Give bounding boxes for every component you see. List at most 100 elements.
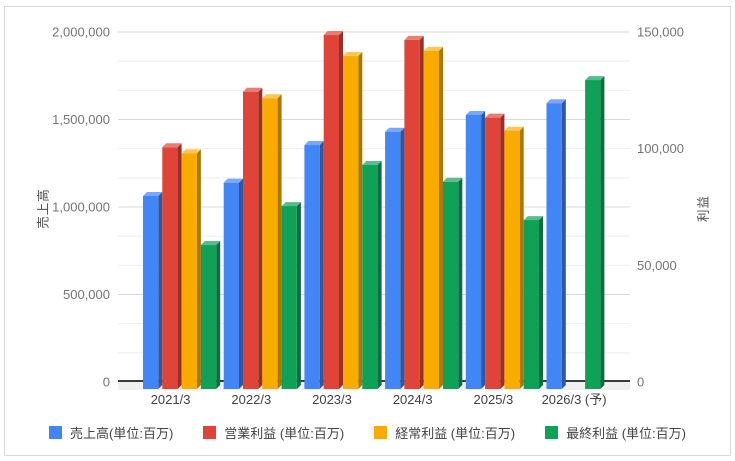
bar-top-face [162,143,182,148]
bar-side-face [196,149,201,389]
bar[interactable] [262,94,282,390]
bar-top-face [504,126,524,131]
bar[interactable] [465,110,486,389]
x-axis-label: 2026/3 (予) [542,392,607,407]
bar-side-face [277,94,282,390]
bar[interactable] [443,177,463,389]
bar[interactable] [162,143,182,389]
legend-swatch [545,425,559,439]
bar-top-face [523,216,543,221]
bar[interactable] [343,52,363,390]
bar[interactable] [404,35,424,389]
bar[interactable] [546,99,566,389]
bar-top-face [385,127,405,132]
bar-front-face [423,50,439,390]
bar[interactable] [181,149,201,389]
bar[interactable] [523,216,543,389]
legend-swatch [374,425,388,439]
legend: 売上高(単位:百万) 営業利益 (単位:百万) 経常利益 (単位:百万) 最終利益 (… [10,419,725,445]
bar-top-face [223,178,243,183]
legend-item[interactable]: 売上高(単位:百万) [49,423,173,442]
bar[interactable] [200,241,221,389]
bar-side-face [239,178,243,389]
bar[interactable] [143,191,163,389]
bar-side-face [539,216,543,389]
bar[interactable] [504,126,524,389]
bar[interactable] [362,161,382,389]
y-left-tick-label: 1,000,000 [52,200,110,215]
bar[interactable] [585,76,605,390]
legend-item[interactable]: 営業利益 (単位:百万) [203,423,344,442]
bar-front-face [162,147,178,389]
x-axis-label: 2022/3 [231,392,271,407]
bar-side-face [519,126,524,389]
bar-group [546,76,605,390]
bar-top-face [465,110,486,115]
bar[interactable] [385,127,405,389]
bar-group [223,87,301,390]
bar-side-face [296,202,301,389]
bar-front-face [343,56,359,390]
bar[interactable] [223,178,243,389]
bar-front-face [443,181,459,389]
bar[interactable] [281,202,301,389]
legend-swatch [49,425,63,439]
legend-label: 売上高(単位:百万) [70,425,174,441]
bar-side-face [258,87,263,389]
bar[interactable] [323,31,343,390]
y-right-tick-label: 150,000 [637,25,684,40]
bar-top-face [485,113,505,118]
bar-front-face [585,80,601,390]
x-axis-label: 2024/3 [393,392,433,407]
legend-item[interactable]: 最終利益 (単位:百万) [545,423,686,442]
bar-side-face [400,127,405,389]
bar-top-face [343,52,363,57]
bar-front-face [546,103,562,389]
left-axis-title: 売上高 [36,188,51,229]
bar-side-face [419,35,424,389]
bar-side-face [481,110,486,389]
x-axis-label: 2021/3 [151,392,191,407]
bar-front-face [143,195,159,389]
bar[interactable] [243,87,263,389]
bar-front-face [362,165,378,389]
bar-front-face [485,117,501,389]
x-axis-label: 2025/3 [474,392,514,407]
bar-side-face [319,141,324,389]
bar-top-face [143,191,163,196]
bar[interactable] [423,46,443,390]
bar-front-face [262,98,278,390]
y-right-tick-label: 50,000 [637,258,677,273]
bar-side-face [561,99,566,389]
bar-top-face [281,202,301,207]
y-left-tick-label: 2,000,000 [52,25,110,40]
y-right-tick-label: 0 [637,375,644,390]
bar-side-face [500,113,505,389]
y-right-tick-label: 100,000 [637,141,684,156]
bar-top-face [200,241,221,246]
y-left-tick-label: 1,500,000 [52,112,110,127]
bar-group [385,35,463,390]
legend-label: 経常利益 (単位:百万) [395,425,516,441]
bar-front-face [304,145,320,389]
bar-side-face [177,143,182,389]
bar-side-face [377,161,382,389]
legend-label: 最終利益 (単位:百万) [566,425,686,441]
bar-front-face [385,131,401,389]
bar-front-face [323,35,339,390]
bar-top-face [262,94,282,99]
bar-top-face [443,177,463,182]
x-axis-label: 2023/3 [312,392,352,407]
legend-item[interactable]: 経常利益 (単位:百万) [374,423,515,442]
bar-side-face [358,52,363,390]
bar-front-face [181,153,197,389]
bar[interactable] [485,113,505,389]
bar-top-face [404,35,424,40]
bar-side-face [600,76,605,390]
bar-front-face [200,245,217,389]
bar-group [304,31,382,390]
bar[interactable] [304,141,324,389]
bar-side-face [158,191,163,389]
bar-top-face [304,141,324,146]
